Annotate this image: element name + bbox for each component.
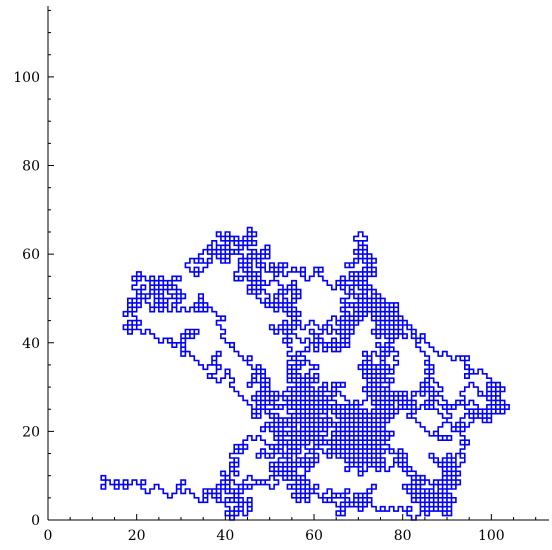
walk-layer [100, 226, 510, 521]
axes-layer: 0 20 40 60 80 100 0 20 40 60 80 100 [13, 6, 549, 544]
x-tick-label: 100 [478, 528, 505, 544]
random-walk-path [100, 226, 510, 521]
x-tick-label: 60 [305, 528, 323, 544]
x-tick-label: 80 [394, 528, 412, 544]
x-tick-label: 40 [216, 528, 234, 544]
y-tick-label: 80 [22, 159, 40, 175]
y-tick-label: 0 [31, 513, 40, 529]
y-tick-label: 60 [22, 247, 40, 263]
y-tick-label: 100 [13, 70, 40, 86]
x-tick-label: 0 [44, 528, 53, 544]
x-tick-label: 20 [128, 528, 146, 544]
y-tick-label: 20 [22, 424, 40, 440]
y-tick-label: 40 [22, 336, 40, 352]
